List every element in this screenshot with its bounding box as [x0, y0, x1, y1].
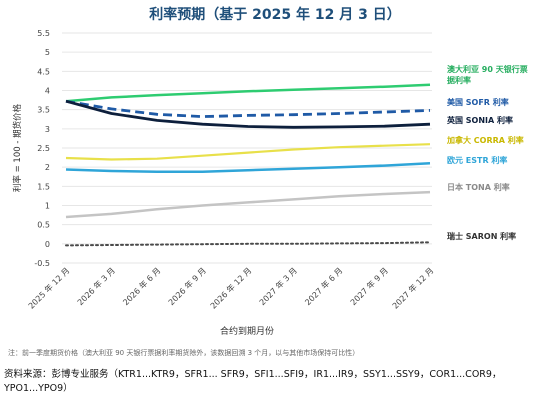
- legend-label-line: 澳大利亚 90 天银行票: [447, 64, 528, 74]
- footnote: 注：前一季度期货价格（澳大利亚 90 天银行票据利率期货除外，该数据回溯 3 个…: [8, 349, 360, 357]
- y-tick-label: 5: [45, 48, 50, 57]
- y-tick-label: -0.5: [34, 259, 50, 268]
- legend-label-sonia: 英国 SONIA 利率: [446, 115, 513, 125]
- series-line-sonia: [65, 99, 431, 129]
- series-line-corra: [65, 143, 431, 161]
- series-line-sofr: [65, 99, 431, 118]
- x-tick-label: 2027 年 12 月: [390, 265, 435, 310]
- y-tick-label: 0.5: [37, 221, 50, 230]
- x-tick-label: 2027 年 9 月: [348, 265, 390, 307]
- series-line-saron: [65, 241, 431, 247]
- legend-label-line: 据利率: [447, 75, 471, 85]
- y-tick-label: 3.5: [37, 106, 50, 115]
- y-tick-label: 1: [45, 202, 50, 211]
- series-line-tona: [65, 190, 431, 219]
- x-axis-label: 合约到期月份: [220, 325, 274, 337]
- y-tick-label: 2.5: [37, 144, 50, 153]
- y-tick-label: 0: [45, 240, 50, 249]
- x-tick-label: 2026 年 3 月: [75, 265, 117, 307]
- x-tick-label: 2026 年 6 月: [121, 265, 163, 307]
- y-tick-label: 4.5: [37, 67, 50, 76]
- y-tick-label: 5.5: [37, 29, 50, 38]
- y-tick-label: 3: [45, 125, 50, 134]
- legend-label-estr: 欧元 ESTR 利率: [447, 155, 507, 165]
- source-text: 资料来源：彭博专业服务（KTR1...KTR9，SFR1... SFR9，SFI…: [4, 369, 502, 394]
- x-tick-label: 2026 年 9 月: [166, 265, 208, 307]
- y-tick-label: 1.5: [37, 182, 50, 191]
- series-line-aud: [65, 83, 431, 103]
- x-tick-label: 2027 年 3 月: [257, 265, 299, 307]
- legend-label-sofr: 美国 SOFR 利率: [447, 97, 509, 107]
- y-axis-label: 利率 = 100 - 期货价格: [12, 103, 23, 192]
- legend-label-saron: 瑞士 SARON 利率: [447, 231, 516, 241]
- line-chart: -0.5 0 0.5 1 1.5 2 2.5 3 3.5 4 4.5 5 5.5 利率 = 100 - 期…: [12, 29, 528, 337]
- chart-title: 利率预期（基于 2025 年 12 月 3 日）: [149, 7, 401, 23]
- legend-label-corra: 加拿大 CORRA 利率: [446, 135, 524, 145]
- series-line-estr: [65, 162, 431, 174]
- y-tick-label: 2: [45, 163, 50, 172]
- legend-label-aud: 澳大利亚 90 天银行票据利率: [447, 64, 528, 85]
- y-tick-label: 4: [45, 87, 50, 96]
- legend-label-tona: 日本 TONA 利率: [447, 182, 510, 192]
- x-tick-label: 2025 年 12 月: [26, 265, 71, 310]
- x-tick-label: 2026 年 12 月: [208, 265, 253, 310]
- x-tick-label: 2027 年 6 月: [303, 265, 345, 307]
